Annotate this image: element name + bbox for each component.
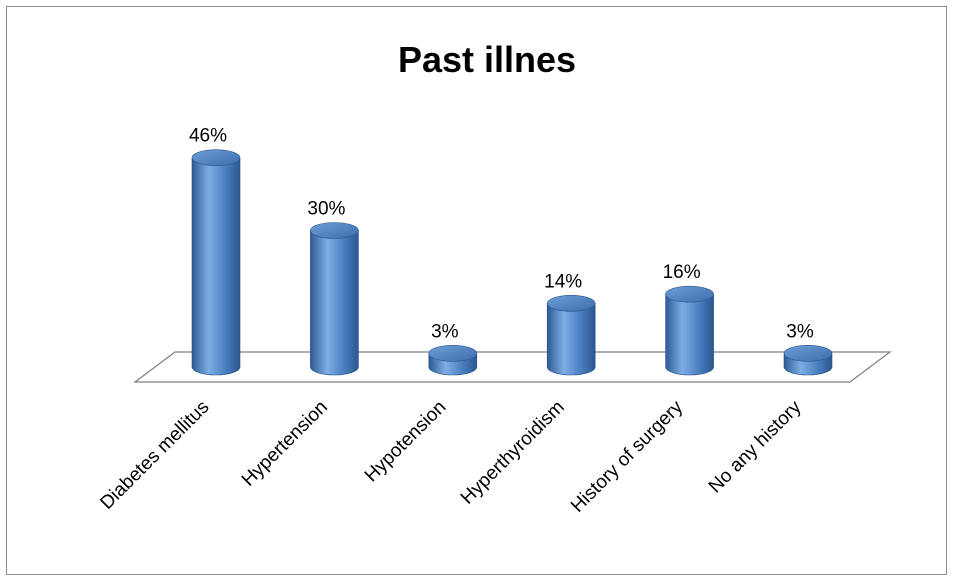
bar-body <box>665 293 714 376</box>
value-label: 3% <box>786 321 814 342</box>
chart-frame <box>6 6 947 575</box>
bar-top <box>783 345 833 362</box>
x-tick-label: Hyperthyroidism <box>457 397 569 509</box>
value-label: 3% <box>431 321 459 342</box>
bar-body <box>191 157 241 376</box>
x-tick-label: History of surgery <box>567 396 687 516</box>
value-label: 46% <box>189 126 227 147</box>
chart-title: Past illnes <box>398 39 576 80</box>
value-label: 14% <box>544 271 582 292</box>
bar-top <box>310 222 359 239</box>
value-labels-group: 46% 30% 3% 14% 16% 3% <box>189 126 814 343</box>
x-tick-label: Diabetes mellitus <box>96 397 213 514</box>
bar-top <box>428 345 478 362</box>
x-tick-labels-group: Diabetes mellitus Hypertension Hypotension… <box>96 396 805 516</box>
bar <box>665 285 714 376</box>
bar <box>783 345 833 376</box>
bar-body <box>310 230 359 376</box>
bars-group <box>191 149 833 376</box>
bar-body <box>546 303 596 376</box>
value-label: 30% <box>307 199 345 220</box>
x-tick-label: Hypotension <box>361 397 451 487</box>
bar <box>310 222 359 376</box>
bar-top <box>191 149 241 166</box>
x-tick-label: No any history <box>705 396 806 497</box>
bar-top <box>546 294 596 312</box>
x-tick-label: Hypertension <box>238 397 332 491</box>
chart-floor <box>133 351 892 383</box>
value-label: 16% <box>663 262 701 283</box>
bar <box>546 294 596 376</box>
bar-top <box>665 285 714 303</box>
bar <box>428 345 478 376</box>
bar <box>191 149 241 376</box>
